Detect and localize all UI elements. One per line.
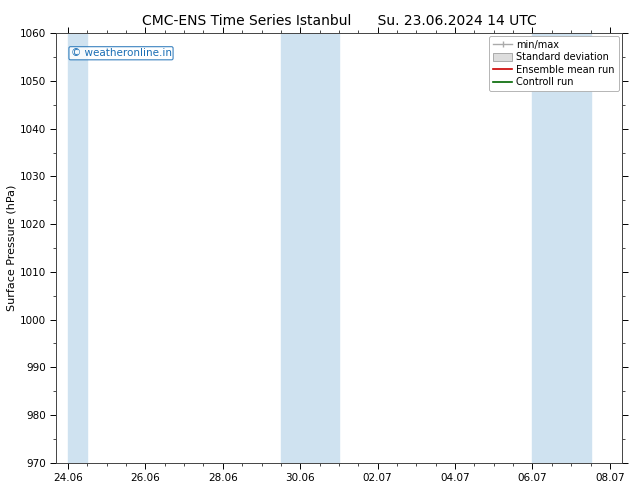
Y-axis label: Surface Pressure (hPa): Surface Pressure (hPa) (7, 185, 17, 311)
Bar (533, 33, 590, 463)
Text: © weatheronline.in: © weatheronline.in (70, 48, 172, 58)
Title: CMC-ENS Time Series Istanbul      Su. 23.06.2024 14 UTC: CMC-ENS Time Series Istanbul Su. 23.06.2… (141, 14, 536, 28)
Bar (68, 33, 87, 463)
Legend: min/max, Standard deviation, Ensemble mean run, Controll run: min/max, Standard deviation, Ensemble me… (489, 36, 619, 91)
Bar (281, 33, 339, 463)
